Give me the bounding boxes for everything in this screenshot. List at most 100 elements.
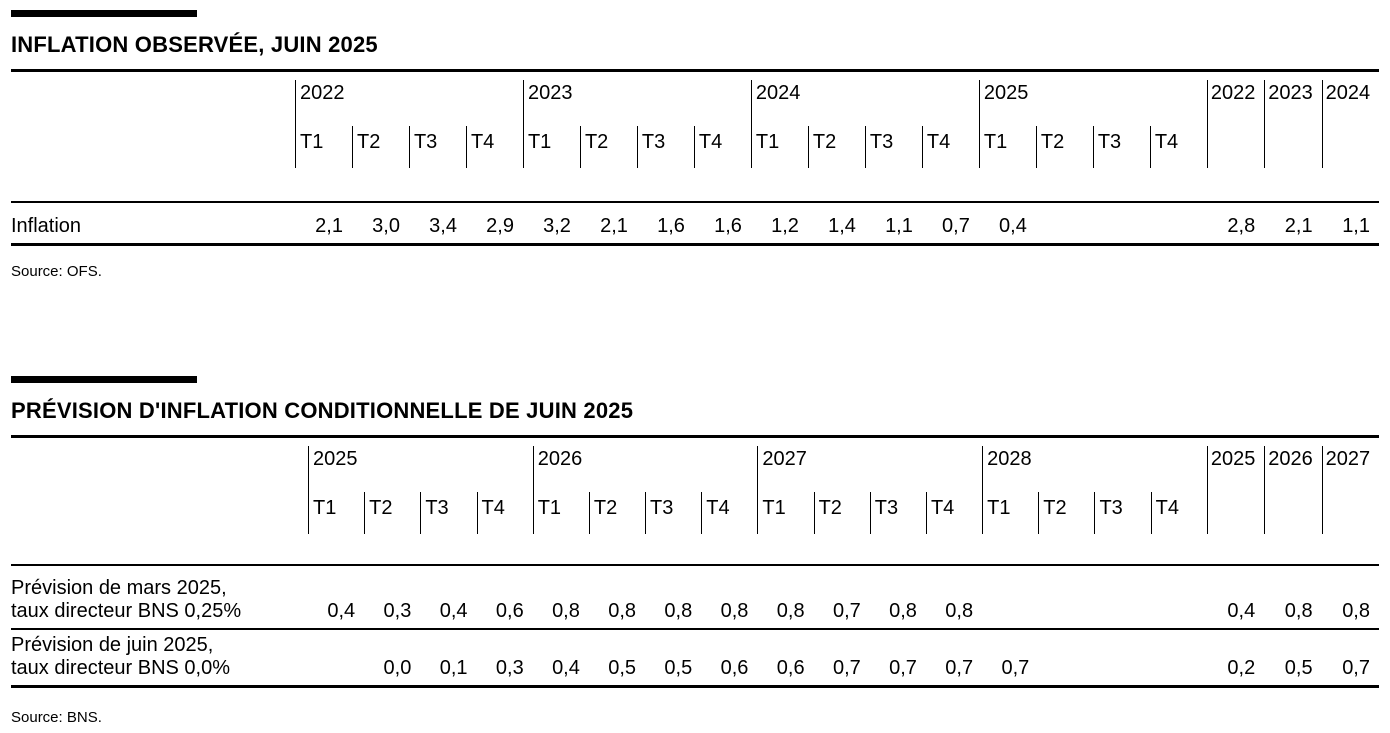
- section-observed-inflation: INFLATION OBSERVÉE, JUIN 2025 2022 2023 …: [11, 10, 1379, 280]
- quarter-header: T3: [1094, 492, 1150, 535]
- table1-annual-header-3: 2024: [1321, 80, 1379, 169]
- quarter-header: T1: [750, 126, 808, 169]
- quarter-header: T4: [1149, 126, 1207, 169]
- value-cell: 0,3: [495, 657, 524, 680]
- value-cell: 0,1: [439, 657, 468, 680]
- quarter-header: T4: [1150, 492, 1207, 535]
- quarter-header: T1: [295, 126, 352, 169]
- table1-annual-header-1: 2022: [1206, 80, 1264, 169]
- table2-row-separator-rule: [11, 628, 1379, 631]
- table2-header-rule: [11, 564, 1379, 567]
- quarter-header: T1: [978, 126, 1036, 169]
- row-label-line2: taux directeur BNS 0,25%: [11, 600, 242, 623]
- quarter-header: T1: [522, 126, 580, 169]
- value-cell: 0,7: [889, 657, 917, 680]
- quarter-header: T4: [701, 492, 757, 535]
- value-cell: 0,7: [942, 215, 970, 238]
- value-cell: 0,5: [664, 657, 693, 680]
- annual-value-cell: 0,8: [1342, 600, 1370, 623]
- table1-title: INFLATION OBSERVÉE, JUIN 2025: [11, 32, 378, 57]
- quarter-header: T2: [351, 126, 409, 169]
- value-cell: 0,7: [832, 600, 861, 623]
- value-cell: 1,6: [657, 215, 685, 238]
- table2-header: 2025 2026 2027 2028 2025 2026 2027 T1 T2…: [11, 446, 1379, 564]
- section-marker-bar: [11, 376, 197, 384]
- value-cell: 3,0: [372, 215, 400, 238]
- value-cell: 0,8: [552, 600, 580, 623]
- quarter-header: T2: [813, 492, 870, 535]
- quarter-header: T2: [588, 492, 645, 535]
- value-cell: 0,4: [999, 215, 1027, 238]
- quarter-header: T3: [1092, 126, 1150, 169]
- table2-row-march-forecast: Prévision de mars 2025, taux directeur B…: [11, 566, 1379, 628]
- quarter-header: T3: [869, 492, 926, 535]
- quarter-header: T2: [807, 126, 865, 169]
- value-cell: 0,7: [1001, 657, 1030, 680]
- table1-year-header-2: 2023: [522, 80, 751, 127]
- quarter-header: T3: [636, 126, 694, 169]
- value-cell: 1,1: [885, 215, 913, 238]
- value-cell: 0,4: [552, 657, 580, 680]
- quarter-header: T1: [982, 492, 1038, 535]
- annual-value-cell: 0,5: [1284, 657, 1313, 680]
- value-cell: 0,8: [664, 600, 693, 623]
- value-cell: 0,8: [776, 600, 805, 623]
- value-cell: 0,4: [327, 600, 356, 623]
- quarter-header: T4: [921, 126, 979, 169]
- table1-year-header-1: 2022: [295, 80, 523, 127]
- table1-title-rule: [11, 69, 1379, 73]
- value-cell: 0,6: [495, 600, 524, 623]
- value-cell: 2,9: [486, 215, 514, 238]
- value-cell: 0,8: [608, 600, 637, 623]
- table2-year-header-1: 2025: [308, 446, 533, 493]
- table2-year-header-4: 2028: [982, 446, 1207, 493]
- value-cell: 0,5: [608, 657, 637, 680]
- table1-source: Source: OFS.: [11, 263, 102, 281]
- table2-source: Source: BNS.: [11, 709, 102, 727]
- table1-header-rule: [11, 201, 1379, 204]
- section-marker-bar: [11, 10, 197, 17]
- value-cell: 0,6: [720, 657, 749, 680]
- table1-year-header-3: 2024: [750, 80, 979, 127]
- value-cell: 0,8: [720, 600, 749, 623]
- row-label: Prévision de mars 2025, taux directeur B…: [11, 577, 308, 623]
- quarter-header: T3: [645, 492, 701, 535]
- table2-title-rule: [11, 435, 1379, 439]
- section-inflation-forecast: PRÉVISION D'INFLATION CONDITIONNELLE DE …: [11, 376, 1379, 726]
- quarter-header: T1: [308, 492, 364, 535]
- row-label-line2: taux directeur BNS 0,0%: [11, 657, 230, 680]
- value-cell: 2,1: [600, 215, 628, 238]
- quarter-header: T4: [465, 126, 523, 169]
- value-cell: 1,6: [714, 215, 742, 238]
- quarter-header: T1: [757, 492, 813, 535]
- table2-annual-header-2: 2026: [1264, 446, 1321, 535]
- table2-title: PRÉVISION D'INFLATION CONDITIONNELLE DE …: [11, 398, 634, 424]
- value-cell: 0,7: [832, 657, 861, 680]
- value-cell: 0,8: [945, 600, 974, 623]
- annual-value-cell: 0,4: [1227, 600, 1256, 623]
- annual-value-cell: 0,2: [1227, 657, 1256, 680]
- row-label: Prévision de juin 2025, taux directeur B…: [11, 634, 308, 680]
- table2-year-header-2: 2026: [532, 446, 758, 493]
- table2-annual-header-3: 2027: [1321, 446, 1379, 535]
- value-cell: 0,7: [945, 657, 974, 680]
- value-cell: 1,4: [828, 215, 856, 238]
- row-label-line1: Prévision de mars 2025,: [11, 577, 227, 600]
- table2-bottom-rule: [11, 685, 1379, 689]
- value-cell: 2,1: [315, 215, 343, 238]
- quarter-header: T4: [693, 126, 751, 169]
- value-cell: 0,0: [383, 657, 412, 680]
- quarter-header: T3: [408, 126, 466, 169]
- value-cell: 0,3: [383, 600, 412, 623]
- table2-annual-header-1: 2025: [1206, 446, 1264, 535]
- row-label: Inflation: [11, 215, 82, 238]
- table2-year-header-3: 2027: [757, 446, 982, 493]
- value-cell: 0,8: [889, 600, 917, 623]
- value-cell: 1,2: [771, 215, 799, 238]
- table1-header: 2022 2023 2024 2025 2022 2023 2024 T1 T2…: [11, 80, 1379, 201]
- table1-bottom-rule: [11, 243, 1379, 247]
- quarter-header: T4: [925, 492, 982, 535]
- table1-row-inflation: Inflation 2,1 3,0 3,4 2,9 3,2 2,1 1,6 1,…: [11, 203, 1379, 243]
- table1-annual-header-2: 2023: [1264, 80, 1321, 169]
